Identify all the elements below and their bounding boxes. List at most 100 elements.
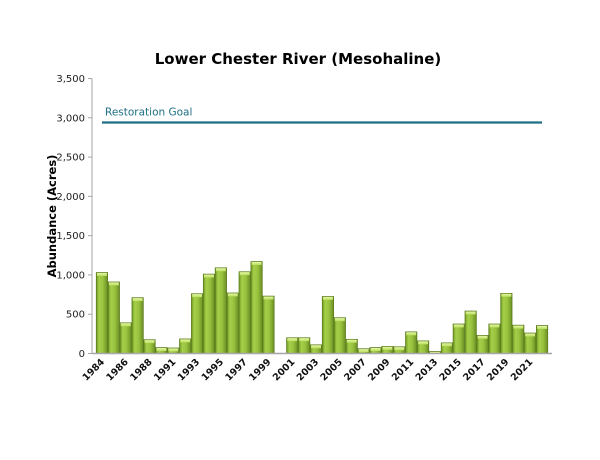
y-tick-label: 3,000 bbox=[56, 113, 85, 124]
bar-cap bbox=[382, 346, 393, 350]
bar-cap bbox=[441, 343, 452, 347]
x-tick-label: 1984 bbox=[81, 357, 108, 384]
x-tick-label: 2015 bbox=[437, 357, 463, 383]
y-tick-label: 2,000 bbox=[56, 192, 85, 203]
bar-cap bbox=[108, 282, 119, 286]
bar-cap bbox=[489, 324, 500, 328]
bar bbox=[214, 267, 227, 354]
bar-cap bbox=[132, 298, 143, 302]
y-tick-label: 1,500 bbox=[56, 231, 85, 242]
bar-1993 bbox=[191, 293, 204, 354]
bar-cap bbox=[334, 318, 345, 322]
bar-cap bbox=[525, 333, 536, 337]
bar-cap bbox=[537, 326, 547, 330]
bar-2009 bbox=[381, 346, 394, 354]
bar-cap bbox=[418, 341, 429, 345]
bar bbox=[452, 323, 465, 354]
bar-cap bbox=[513, 325, 524, 329]
bar bbox=[488, 323, 501, 354]
bar-2016 bbox=[464, 310, 477, 354]
y-tick-label: 500 bbox=[66, 310, 85, 321]
x-tick-label: 2011 bbox=[390, 357, 416, 383]
x-tick-label: 2001 bbox=[271, 357, 297, 383]
bar bbox=[191, 293, 204, 354]
x-tick-label: 1999 bbox=[247, 357, 273, 383]
bar bbox=[250, 261, 263, 354]
x-tick-label: 2019 bbox=[485, 357, 511, 383]
bar bbox=[95, 272, 108, 354]
bar-cap bbox=[406, 332, 417, 336]
bar-1984 bbox=[95, 272, 108, 354]
bar bbox=[536, 325, 549, 354]
bar bbox=[262, 295, 275, 354]
bar-cap bbox=[97, 272, 107, 276]
bar bbox=[512, 324, 525, 354]
bar-cap bbox=[156, 348, 167, 352]
bar bbox=[500, 292, 513, 354]
bar-1985 bbox=[107, 281, 120, 354]
annotations: Restoration Goal bbox=[102, 107, 542, 124]
bar-cap bbox=[263, 296, 274, 300]
bar-2006 bbox=[345, 338, 358, 354]
x-tick-label: 2021 bbox=[509, 357, 535, 383]
bar-cap bbox=[370, 348, 381, 352]
bar-cap bbox=[180, 339, 191, 343]
bar-cap bbox=[501, 293, 512, 297]
bar bbox=[464, 310, 477, 354]
bar-cap bbox=[394, 347, 405, 351]
y-tick-label: 2,500 bbox=[56, 153, 85, 164]
x-tick-label: 1995 bbox=[200, 357, 226, 383]
bar-2015 bbox=[452, 323, 465, 354]
x-tick-label: 1988 bbox=[128, 357, 155, 384]
bar bbox=[202, 273, 216, 354]
bar-cap bbox=[227, 293, 238, 297]
bar-2020 bbox=[512, 324, 525, 354]
x-tick-label: 2005 bbox=[318, 357, 344, 383]
bar-cap bbox=[144, 340, 155, 344]
bar-1989 bbox=[155, 347, 168, 354]
bar bbox=[321, 296, 334, 354]
bar-2014 bbox=[440, 342, 453, 354]
bar-cap bbox=[358, 349, 369, 353]
y-tick-label: 1,000 bbox=[56, 270, 85, 281]
bar-cap bbox=[287, 338, 298, 342]
bar-2005 bbox=[333, 317, 346, 354]
bar-cap bbox=[239, 272, 250, 276]
bar-cap bbox=[299, 338, 310, 342]
bar-cap bbox=[192, 294, 203, 298]
chart-title: Lower Chester River (Mesohaline) bbox=[155, 50, 442, 68]
bar-2008 bbox=[369, 347, 382, 354]
x-tick-label: 2007 bbox=[342, 357, 368, 383]
bar bbox=[107, 281, 120, 354]
y-axis-label: Abundance (Acres) bbox=[45, 155, 59, 278]
bar-1996 bbox=[226, 292, 239, 354]
x-tick-label: 2013 bbox=[414, 357, 440, 383]
bar-2019 bbox=[500, 292, 513, 354]
bar-cap bbox=[215, 268, 226, 272]
bar-1994 bbox=[202, 273, 216, 354]
bar bbox=[333, 317, 346, 354]
y-tick-label: 3,500 bbox=[56, 74, 85, 85]
bar-2004 bbox=[321, 296, 334, 354]
x-tick-label: 2003 bbox=[295, 357, 321, 383]
bar-2010 bbox=[393, 346, 406, 354]
bar-1987 bbox=[131, 297, 144, 354]
bar-cap bbox=[204, 274, 214, 278]
x-tick-label: 1993 bbox=[176, 357, 202, 383]
x-tick-label: 2009 bbox=[366, 357, 392, 383]
bar-2003 bbox=[310, 344, 323, 354]
bar-1991 bbox=[167, 347, 180, 354]
x-axis: 1984198619881991199319951997199920012003… bbox=[81, 352, 552, 384]
bar bbox=[119, 322, 132, 354]
x-tick-label: 1986 bbox=[104, 357, 131, 384]
bar-cap bbox=[346, 339, 357, 343]
x-tick-label: 1997 bbox=[223, 357, 249, 383]
bars bbox=[95, 261, 549, 354]
bar-cap bbox=[311, 345, 321, 349]
bar-cap bbox=[251, 261, 262, 265]
y-axis: 0 500 1,000 1,500 2,000 2,500 3,000 3,500 bbox=[56, 74, 93, 360]
bar-cap bbox=[323, 296, 333, 300]
bar-cap bbox=[120, 323, 131, 327]
x-tick-label: 2017 bbox=[461, 357, 487, 383]
